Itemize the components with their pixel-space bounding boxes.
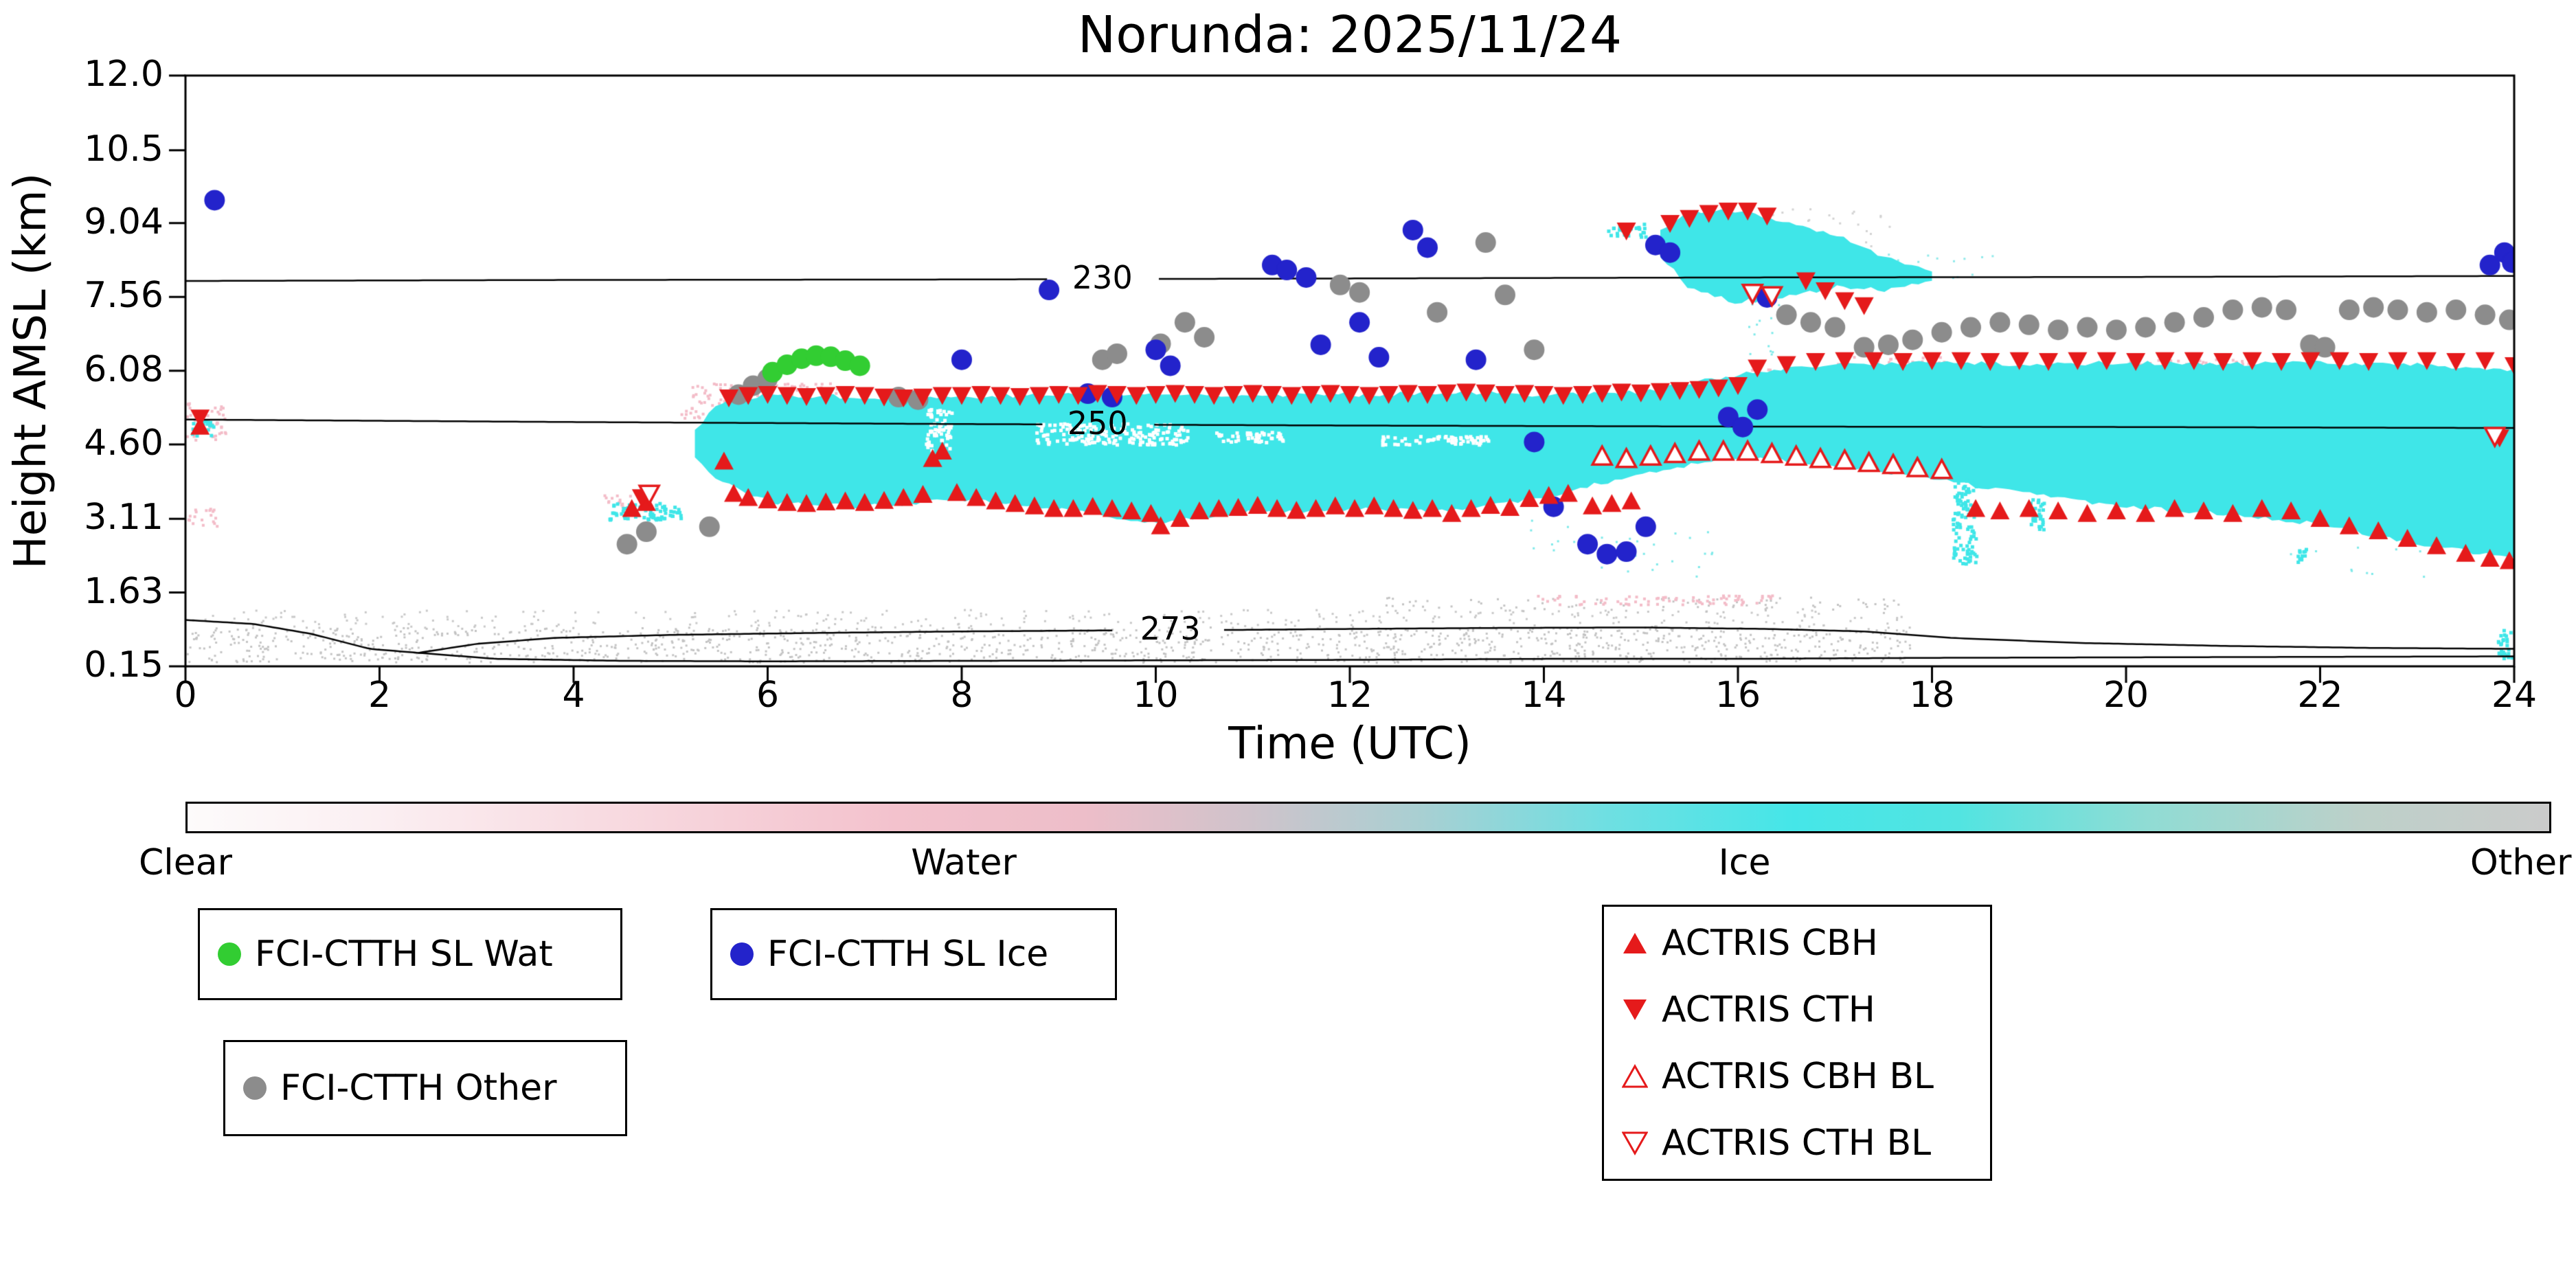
x-tick-label: 20	[2103, 675, 2149, 716]
y-tick-label: 10.5	[84, 128, 163, 170]
contour-label-273: 273	[1140, 610, 1201, 648]
legend-box-fci-sl-wat: FCI-CTTH SL Wat	[198, 908, 622, 1000]
legend-label-cth: ACTRIS CTH	[1662, 988, 1875, 1030]
y-tick-label: 4.60	[84, 422, 163, 464]
x-tick-label: 6	[756, 675, 780, 716]
colorbar-label-ice: Ice	[1718, 842, 1771, 883]
blue-circle-marker-icon	[730, 942, 754, 966]
x-tick-label: 24	[2491, 675, 2538, 716]
x-tick-label: 0	[174, 675, 197, 716]
x-tick-label: 22	[2297, 675, 2343, 716]
legend-item-cth: ACTRIS CTH	[1622, 989, 1972, 1030]
plot-canvas	[0, 0, 2576, 756]
colorbar	[185, 802, 2551, 833]
y-tick-label: 0.15	[84, 644, 163, 686]
green-circle-marker-icon	[218, 942, 241, 966]
legend-box-fci-other: FCI-CTTH Other	[223, 1040, 627, 1136]
legend-item-cbh: ACTRIS CBH	[1622, 923, 1972, 964]
x-tick-label: 14	[1521, 675, 1567, 716]
legend-label-sl-wat: FCI-CTTH SL Wat	[255, 934, 553, 975]
y-tick-label: 7.56	[84, 275, 163, 317]
x-tick-label: 12	[1326, 675, 1373, 716]
y-tick-label: 6.08	[84, 348, 163, 390]
legend-box-fci-sl-ice: FCI-CTTH SL Ice	[710, 908, 1117, 1000]
legend-label-cbh-bl: ACTRIS CBH BL	[1662, 1055, 1934, 1097]
contour-label-230: 230	[1072, 259, 1133, 297]
legend-label-cth-bl: ACTRIS CTH BL	[1662, 1122, 1932, 1164]
x-axis-label: Time (UTC)	[1228, 719, 1471, 769]
colorbar-label-other: Other	[2470, 842, 2572, 883]
legend-box-actris: ACTRIS CBH ACTRIS CTH ACTRIS CBH BL ACTRIS …	[1602, 905, 1992, 1181]
legend-label-sl-ice: FCI-CTTH SL Ice	[767, 934, 1049, 975]
gray-circle-marker-icon	[243, 1076, 267, 1100]
x-tick-label: 16	[1715, 675, 1761, 716]
x-tick-label: 10	[1133, 675, 1179, 716]
legend-label-fci-other: FCI-CTTH Other	[280, 1067, 557, 1109]
legend-item-cbh-bl: ACTRIS CBH BL	[1622, 1056, 1972, 1097]
triangle-up-open-icon	[1622, 1063, 1648, 1087]
chart-title: Norunda: 2025/11/24	[1077, 5, 1623, 65]
legend-item-cth-bl: ACTRIS CTH BL	[1622, 1122, 1972, 1164]
triangle-down-open-icon	[1622, 1131, 1648, 1155]
y-tick-label: 12.0	[84, 54, 163, 95]
x-tick-label: 2	[368, 675, 392, 716]
legend-label-cbh: ACTRIS CBH	[1662, 922, 1878, 964]
triangle-down-icon	[1623, 999, 1647, 1020]
contour-label-250: 250	[1067, 405, 1128, 442]
triangle-up-icon	[1623, 932, 1647, 953]
colorbar-label-clear: Clear	[139, 842, 232, 883]
y-tick-label: 1.63	[84, 570, 163, 612]
y-tick-label: 3.11	[84, 497, 163, 539]
x-tick-label: 8	[950, 675, 973, 716]
x-tick-label: 4	[562, 675, 585, 716]
x-tick-label: 18	[1909, 675, 1955, 716]
y-tick-label: 9.04	[84, 201, 163, 242]
colorbar-label-water: Water	[911, 842, 1017, 883]
